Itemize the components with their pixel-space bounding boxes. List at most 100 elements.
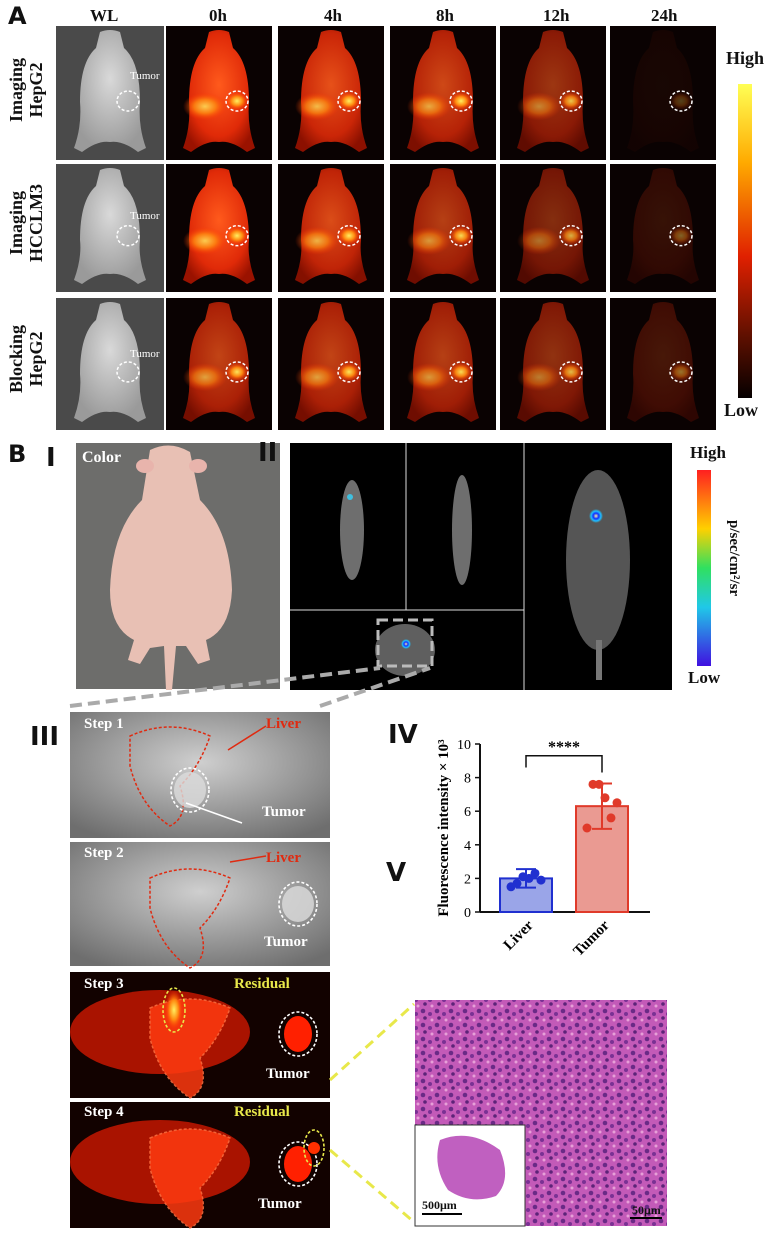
tile-r1-c5	[500, 26, 606, 160]
step1-arrow	[185, 802, 243, 824]
zoom-v-bottom	[329, 1148, 415, 1224]
tile-r3-c1	[56, 298, 164, 430]
tile-r2-c6	[610, 164, 716, 292]
scale-inset-label: 500μm	[422, 1198, 457, 1212]
point-liver	[536, 875, 546, 885]
tumor-outline	[559, 361, 583, 383]
tile-r2-c3	[278, 164, 384, 292]
zoom-v-top	[328, 1002, 416, 1082]
step1-liver: Liver	[266, 716, 301, 732]
zoom-line-left	[69, 666, 381, 708]
tile-r1-c6	[610, 26, 716, 160]
scale-b-low: Low	[688, 668, 721, 687]
tile-r1-c1	[56, 26, 164, 160]
step2-photo	[70, 842, 330, 969]
tumor-outline	[116, 361, 140, 383]
tile-r1-c3	[278, 26, 384, 160]
point-tumor	[582, 823, 592, 833]
point-tumor	[600, 793, 610, 803]
tumor-outline	[669, 90, 693, 112]
tile-r3-c5	[500, 298, 606, 430]
row-label-3: Blocking HepG2	[6, 324, 46, 394]
zoom-box	[376, 618, 434, 668]
panel-a-letter: A	[8, 2, 27, 30]
tumor-outline	[225, 224, 249, 247]
panel-b-letter: B	[8, 440, 27, 468]
tile-r3-c6	[610, 298, 716, 430]
tile-r2-c2	[166, 164, 272, 292]
header-12h: 12h	[543, 6, 570, 25]
step3-residual: Residual	[234, 976, 290, 992]
tile-r1-c4	[390, 26, 496, 160]
y-tick-label: 8	[464, 772, 471, 787]
ct-panels	[290, 443, 672, 690]
tile-r3-c2	[166, 298, 272, 430]
tile-r3-c4	[390, 298, 496, 430]
header-8h: 8h	[436, 6, 454, 25]
sub-iv-label: IV	[388, 720, 418, 750]
header-wl: WL	[90, 6, 119, 25]
point-tumor	[594, 779, 604, 789]
step1-label: Step 1	[84, 716, 124, 732]
tumor-label-row3: Tumor	[130, 348, 160, 360]
histology-image	[414, 1000, 667, 1227]
sub-i-label: I	[46, 443, 56, 473]
tumor-outline	[116, 90, 140, 112]
y-tick-label: 2	[464, 872, 471, 887]
significance-label: ****	[548, 739, 580, 756]
scale-b-unit: p/sec/cm²/sr	[726, 520, 742, 597]
tumor-outline	[559, 224, 583, 247]
tile-r2-c4	[390, 164, 496, 292]
point-tumor	[612, 798, 622, 808]
step3-tumor: Tumor	[266, 1066, 310, 1082]
point-liver	[512, 878, 522, 888]
significance-bracket	[525, 755, 603, 773]
step3-photo	[70, 972, 330, 1099]
header-24h: 24h	[651, 6, 678, 25]
tumor-outline	[559, 90, 583, 112]
step2-label: Step 2	[84, 845, 124, 861]
sub-iii-label: III	[30, 722, 60, 752]
tile-r2-c1	[56, 164, 164, 292]
color-label: Color	[82, 449, 122, 466]
tile-r1-c2	[166, 26, 272, 160]
tile-r3-c3	[278, 298, 384, 430]
tumor-outline	[116, 224, 140, 247]
tumor-outline	[337, 90, 361, 112]
tumor-outline	[225, 90, 249, 112]
y-tick-label: 10	[457, 738, 471, 753]
scale-b-high: High	[690, 443, 726, 462]
tumor-outline	[449, 224, 473, 247]
header-4h: 4h	[324, 6, 342, 25]
tumor-outline	[669, 224, 693, 247]
zoom-line-right	[319, 666, 431, 708]
step1-tumor: Tumor	[262, 804, 306, 820]
sub-v-label: V	[386, 858, 407, 888]
photo-color-mouse	[76, 443, 280, 690]
header-0h: 0h	[209, 6, 227, 25]
step4-label: Step 4	[84, 1104, 124, 1120]
step4-residual: Residual	[234, 1104, 290, 1120]
sub-ii-label: II	[258, 438, 278, 468]
step1-photo	[70, 712, 330, 838]
point-tumor	[606, 813, 616, 823]
y-tick-label: 0	[464, 906, 471, 921]
y-tick-label: 4	[464, 839, 471, 854]
tile-r2-c5	[500, 164, 606, 292]
step4-tumor: Tumor	[258, 1196, 302, 1212]
tumor-outline	[669, 361, 693, 383]
step3-label: Step 3	[84, 976, 124, 992]
bar-chart: 0 2 4 6 8 10 Fluorescence intensity × 10³ Liver…	[436, 738, 650, 960]
point-liver	[530, 868, 540, 878]
step2-liver: Liver	[266, 850, 301, 866]
tumor-outline	[449, 90, 473, 112]
tumor-label-row1: Tumor	[130, 70, 160, 82]
colorbar-a	[738, 84, 752, 398]
tumor-outline	[225, 361, 249, 383]
y-tick-label: 6	[464, 805, 471, 820]
row-label-1: Imaging HepG2	[6, 58, 46, 123]
tumor-outline	[337, 361, 361, 383]
tumor-label-row2: Tumor	[130, 210, 160, 222]
